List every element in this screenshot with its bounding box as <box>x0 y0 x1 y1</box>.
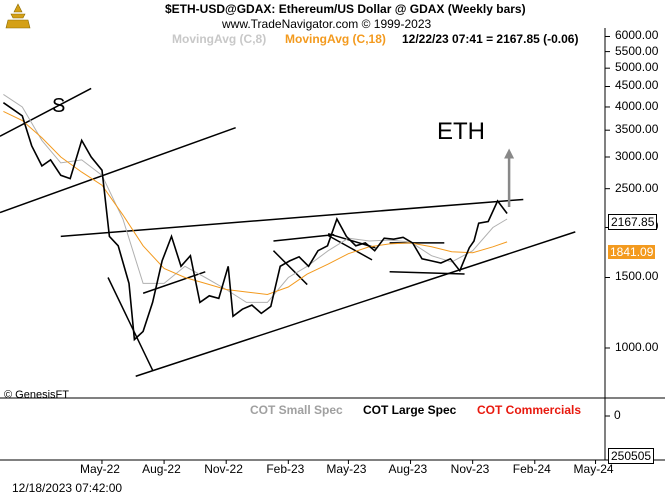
chart-title: $ETH-USD@GDAX: Ethereum/US Dollar @ GDAX… <box>165 2 526 16</box>
cot-axis-zero-label: 0 <box>614 408 621 422</box>
trendline <box>0 127 236 214</box>
x-tick-label: Aug-22 <box>142 462 181 476</box>
bar-timestamp: 12/18/2023 07:42:00 <box>12 481 123 495</box>
ma18-legend: MovingAvg (C,18) <box>285 32 386 46</box>
x-axis-ticks <box>101 460 597 464</box>
x-tick-label: Aug-23 <box>388 462 428 476</box>
price-gridlines <box>605 35 610 349</box>
annotation-s: S <box>52 95 66 117</box>
trendline <box>107 277 154 371</box>
y-tick-label: 3000.00 <box>615 148 659 163</box>
target-arrow <box>504 148 515 208</box>
y-tick-label: 4000.00 <box>615 98 659 113</box>
x-tick-label: Nov-23 <box>450 462 490 476</box>
y-tick-label: 2500.00 <box>615 180 659 195</box>
x-tick-label: Feb-23 <box>266 462 305 476</box>
x-tick-label: Feb-24 <box>512 462 551 476</box>
moving-average-8-line <box>3 93 508 303</box>
x-tick-label: Nov-22 <box>204 462 243 476</box>
x-tick-label: May-24 <box>573 462 614 476</box>
ma18-value-box: 1841.09 <box>608 245 656 259</box>
y-tick-label: 3500.00 <box>615 122 659 137</box>
price-readout: 12/22/23 07:41 = 2167.85 (-0.06) <box>402 32 579 46</box>
trendline <box>272 250 308 286</box>
genesisft-watermark: © GenesisFT <box>4 389 69 401</box>
y-tick-label: 4500.00 <box>615 78 659 93</box>
y-tick-label: 6000.00 <box>615 28 659 43</box>
trendline <box>389 271 465 275</box>
y-tick-label: 5500.00 <box>615 43 659 58</box>
y-tick-label: 1000.00 <box>615 339 659 354</box>
chart-frame <box>0 28 665 461</box>
trendline <box>135 231 576 377</box>
cot-large-spec-legend: COT Large Spec <box>363 403 457 417</box>
y-tick-label: 5000.00 <box>615 60 659 75</box>
price-line <box>2 102 508 342</box>
cot-small-spec-legend: COT Small Spec <box>250 403 343 417</box>
last-price-box: 2167.85 <box>608 214 658 230</box>
x-tick-label: May-23 <box>326 462 367 476</box>
ma8-legend: MovingAvg (C,8) <box>172 32 267 46</box>
y-tick-label: 1500.00 <box>615 269 659 284</box>
x-tick-label: May-22 <box>79 462 120 476</box>
trendline <box>327 234 373 261</box>
cot-commercials-legend: COT Commercials <box>477 403 582 417</box>
trendline <box>0 87 92 137</box>
moving-average-18-line <box>3 110 508 296</box>
annotation-eth: ETH <box>437 118 485 145</box>
arrow-head <box>504 148 515 159</box>
copyright-text: www.TradeNavigator.com © 1999-2023 <box>222 17 432 31</box>
tradenavigator-logo-icon <box>5 3 31 29</box>
trendline <box>60 198 524 238</box>
cot-value-box: 250505 <box>608 448 655 464</box>
trendline <box>273 233 335 242</box>
